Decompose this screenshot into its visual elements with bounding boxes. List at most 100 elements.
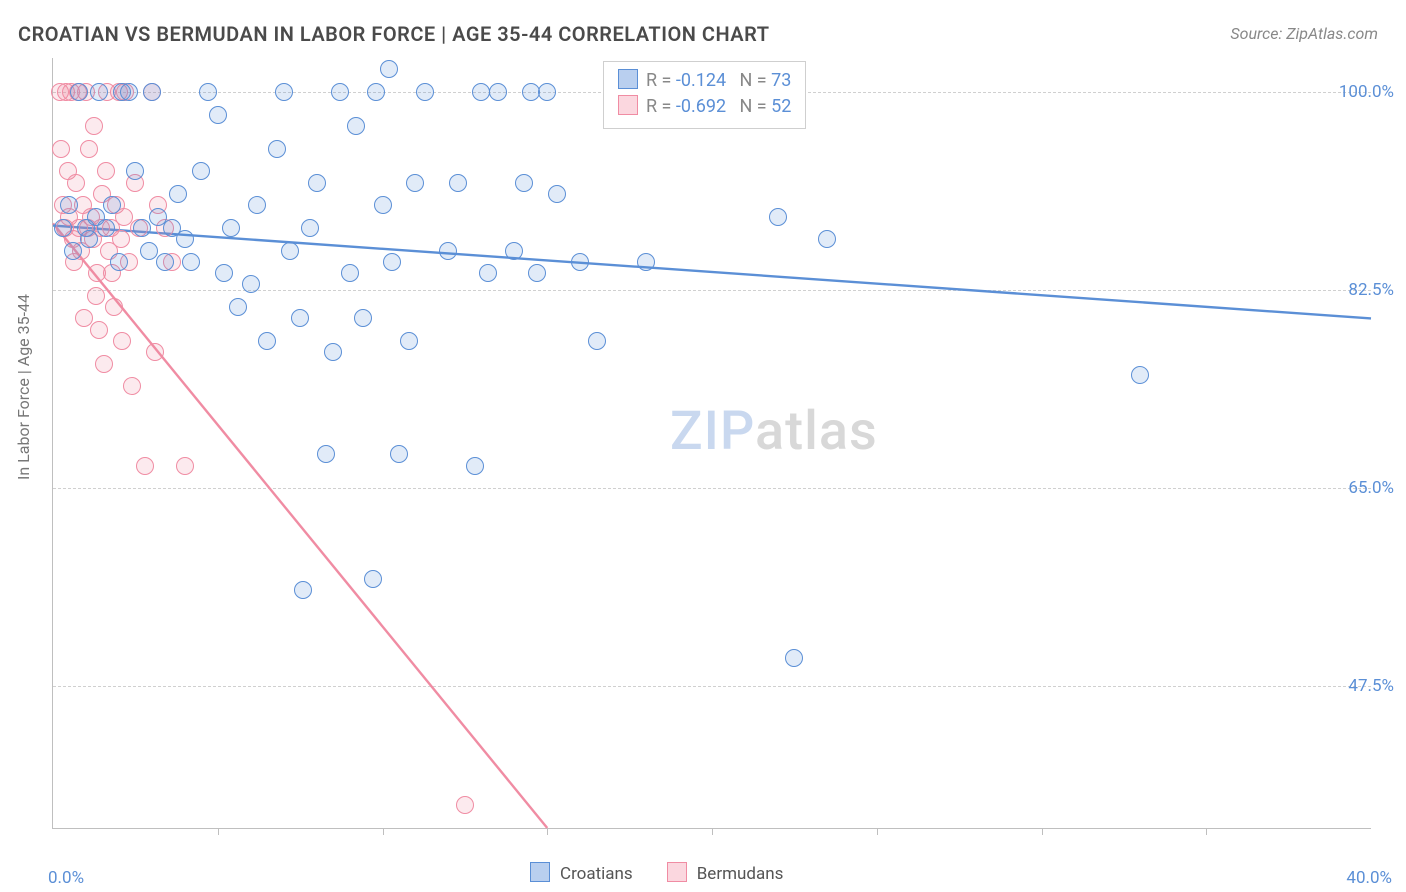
data-point [294,581,312,599]
data-point [301,219,319,237]
data-point [222,219,240,237]
y-tick-label: 65.0% [1348,478,1394,498]
data-point [85,117,103,135]
data-point [472,83,490,101]
data-point [548,185,566,203]
data-point [383,253,401,271]
legend-label: Croatians [560,864,633,884]
data-point [374,196,392,214]
data-point [229,298,247,316]
data-point [505,242,523,260]
legend-label: Bermudans [697,864,784,884]
data-point [571,253,589,271]
data-point [112,230,130,248]
data-point [354,309,372,327]
data-point [242,275,260,293]
data-point [466,457,484,475]
data-point [588,332,606,350]
data-point [209,106,227,124]
x-axis-max-label: 40.0% [1346,868,1392,888]
stats-row-bermudans: R = -0.692 N = 52 [618,94,791,120]
data-point [192,162,210,180]
data-point [785,649,803,667]
trend-lines [53,58,1371,828]
x-tick [547,828,548,835]
y-tick-label: 100.0% [1339,82,1394,102]
data-point [400,332,418,350]
data-point [60,196,78,214]
stat-r-value: -0.124 [676,70,726,91]
y-tick-label: 47.5% [1348,676,1394,696]
data-point [380,60,398,78]
data-point [90,321,108,339]
data-point [818,230,836,248]
stat-n-value: 52 [771,96,791,117]
data-point [364,570,382,588]
data-point [515,174,533,192]
data-point [156,253,174,271]
data-point [522,83,540,101]
chart-plot-area: R = -0.124 N = 73R = -0.692 N = 52 [52,58,1371,829]
x-tick [383,828,384,835]
data-point [143,83,161,101]
data-point [215,264,233,282]
data-point [123,377,141,395]
x-tick [877,828,878,835]
data-point [281,242,299,260]
data-point [87,287,105,305]
x-tick [1206,828,1207,835]
data-point [90,83,108,101]
data-point [479,264,497,282]
y-axis-label: In Labor Force | Age 35-44 [14,294,33,480]
legend-swatch [530,862,550,882]
x-tick [712,828,713,835]
chart-title: CROATIAN VS BERMUDAN IN LABOR FORCE | AG… [18,22,770,46]
data-point [439,242,457,260]
data-point [140,242,158,260]
data-point [347,117,365,135]
stat-n-value: 73 [771,70,791,91]
data-point [97,162,115,180]
stat-r-label: R = [646,96,676,117]
series-legend: Croatians Bermudans [530,862,817,884]
stat-n-label: N = [740,96,772,117]
x-axis-min-label: 0.0% [48,868,84,888]
data-point [456,796,474,814]
data-point [54,219,72,237]
data-point [103,196,121,214]
data-point [80,230,98,248]
data-point [52,140,70,158]
stats-row-croatians: R = -0.124 N = 73 [618,68,791,94]
data-point [317,445,335,463]
data-point [275,83,293,101]
data-point [133,219,151,237]
data-point [70,83,88,101]
data-point [416,83,434,101]
stat-n-label: N = [740,70,772,91]
x-tick [218,828,219,835]
stat-r-value: -0.692 [676,96,726,117]
data-point [637,253,655,271]
data-point [1131,366,1149,384]
data-point [406,174,424,192]
legend-item-bermudans: Bermudans [667,864,784,884]
data-point [146,343,164,361]
correlation-stats-box: R = -0.124 N = 73R = -0.692 N = 52 [603,61,806,129]
data-point [324,343,342,361]
data-point [248,196,266,214]
legend-item-croatians: Croatians [530,864,633,884]
data-point [367,83,385,101]
data-point [199,83,217,101]
legend-swatch [618,69,638,89]
data-point [449,174,467,192]
data-point [528,264,546,282]
data-point [331,83,349,101]
data-point [769,208,787,226]
y-tick-label: 82.5% [1348,280,1394,300]
data-point [176,457,194,475]
data-point [268,140,286,158]
trend-line-croatians [53,226,1371,319]
data-point [176,230,194,248]
data-point [489,83,507,101]
data-point [136,457,154,475]
